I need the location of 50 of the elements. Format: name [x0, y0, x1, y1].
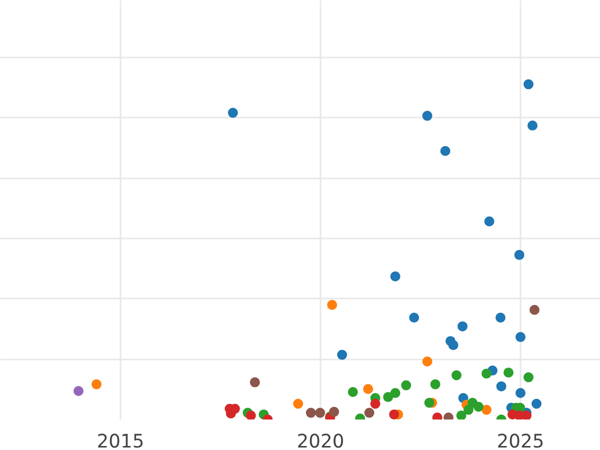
- point: [424, 398, 434, 408]
- point: [482, 368, 492, 379]
- point: [390, 271, 400, 282]
- point: [522, 410, 532, 420]
- point: [528, 120, 538, 131]
- point: [458, 321, 468, 332]
- point: [496, 381, 506, 392]
- point: [293, 398, 304, 409]
- point: [524, 79, 534, 90]
- point: [430, 379, 440, 390]
- point: [383, 392, 394, 402]
- point: [516, 332, 526, 342]
- point: [246, 410, 256, 420]
- point: [409, 312, 420, 323]
- point: [474, 402, 484, 412]
- point: [401, 380, 412, 390]
- point: [452, 370, 462, 380]
- point: [329, 406, 340, 417]
- x-tick-label: 2020: [296, 432, 344, 450]
- point: [390, 388, 400, 398]
- point: [315, 408, 326, 418]
- point: [514, 250, 524, 260]
- point: [516, 388, 526, 398]
- x-tick-label: 2025: [496, 432, 544, 450]
- point: [348, 387, 358, 398]
- point: [530, 304, 540, 315]
- point: [389, 409, 400, 420]
- point: [228, 108, 238, 118]
- point: [306, 408, 316, 418]
- point: [440, 146, 450, 156]
- point: [363, 384, 374, 394]
- point: [364, 408, 374, 418]
- point: [532, 398, 542, 409]
- point: [327, 300, 338, 310]
- point: [422, 110, 432, 121]
- point: [482, 404, 492, 415]
- point: [448, 340, 458, 350]
- point: [370, 398, 380, 409]
- point: [496, 312, 506, 323]
- point: [422, 356, 432, 366]
- point: [524, 372, 534, 382]
- point: [337, 350, 348, 360]
- x-tick-label: 2015: [96, 432, 144, 450]
- point: [456, 410, 466, 420]
- point: [464, 404, 474, 415]
- point: [92, 379, 102, 390]
- point: [484, 216, 494, 226]
- point: [250, 377, 260, 388]
- point: [504, 368, 514, 378]
- point: [74, 386, 84, 396]
